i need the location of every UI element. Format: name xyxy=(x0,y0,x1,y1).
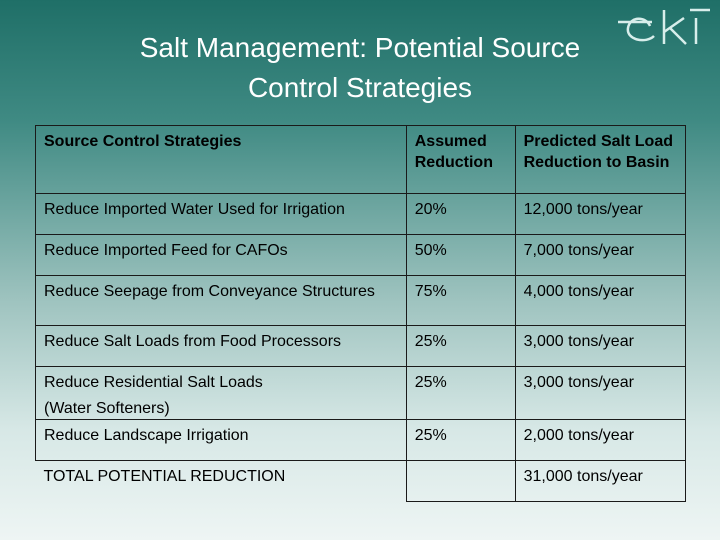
table-row: Reduce Residential Salt Loads (Water Sof… xyxy=(35,366,687,420)
table-header-row: Source Control Strategies Assumed Reduct… xyxy=(35,125,687,194)
reduction-cell: 25% xyxy=(405,366,516,420)
load-cell: 2,000 tons/year xyxy=(514,419,687,461)
header-assumed-reduction: Assumed Reduction xyxy=(405,125,516,194)
table-row: Reduce Salt Loads from Food Processors 2… xyxy=(35,325,687,367)
table-row: Reduce Landscape Irrigation 25% 2,000 to… xyxy=(35,419,687,461)
reduction-cell: 20% xyxy=(405,193,516,235)
reduction-cell: 25% xyxy=(405,419,516,461)
strategy-line-1: Reduce Residential Salt Loads xyxy=(44,374,263,391)
reduction-cell: 50% xyxy=(405,234,516,276)
load-cell: 3,000 tons/year xyxy=(514,325,687,367)
table-row: Reduce Seepage from Conveyance Structure… xyxy=(35,275,687,326)
reduction-cell: 75% xyxy=(405,275,516,326)
strategy-cell: Reduce Salt Loads from Food Processors xyxy=(35,325,407,367)
title-line-2: Control Strategies xyxy=(247,72,473,103)
slide-title: Salt Management: Potential Source Contro… xyxy=(60,28,660,108)
strategy-line-2: (Water Softeners) xyxy=(44,400,170,417)
load-cell: 7,000 tons/year xyxy=(514,234,687,276)
total-load: 31,000 tons/year xyxy=(514,460,687,502)
title-line-1: Salt Management: Potential Source xyxy=(139,32,581,63)
strategy-cell: Reduce Residential Salt Loads (Water Sof… xyxy=(35,366,407,420)
load-cell: 4,000 tons/year xyxy=(514,275,687,326)
total-reduction xyxy=(405,460,516,502)
strategy-cell: Reduce Imported Water Used for Irrigatio… xyxy=(35,193,407,235)
strategy-cell: Reduce Imported Feed for CAFOs xyxy=(35,234,407,276)
load-cell: 12,000 tons/year xyxy=(514,193,687,235)
table-total-row: TOTAL POTENTIAL REDUCTION 31,000 tons/ye… xyxy=(35,460,687,502)
table-row: Reduce Imported Water Used for Irrigatio… xyxy=(35,193,687,235)
table-row: Reduce Imported Feed for CAFOs 50% 7,000… xyxy=(35,234,687,276)
strategies-table: Source Control Strategies Assumed Reduct… xyxy=(35,125,687,502)
header-predicted-load: Predicted Salt Load Reduction to Basin xyxy=(514,125,687,194)
strategy-cell: Reduce Landscape Irrigation xyxy=(35,419,407,461)
eki-logo xyxy=(618,8,710,45)
reduction-cell: 25% xyxy=(405,325,516,367)
load-cell: 3,000 tons/year xyxy=(514,366,687,420)
header-strategies: Source Control Strategies xyxy=(35,125,407,194)
strategy-cell: Reduce Seepage from Conveyance Structure… xyxy=(35,275,407,326)
total-label: TOTAL POTENTIAL REDUCTION xyxy=(35,460,407,502)
